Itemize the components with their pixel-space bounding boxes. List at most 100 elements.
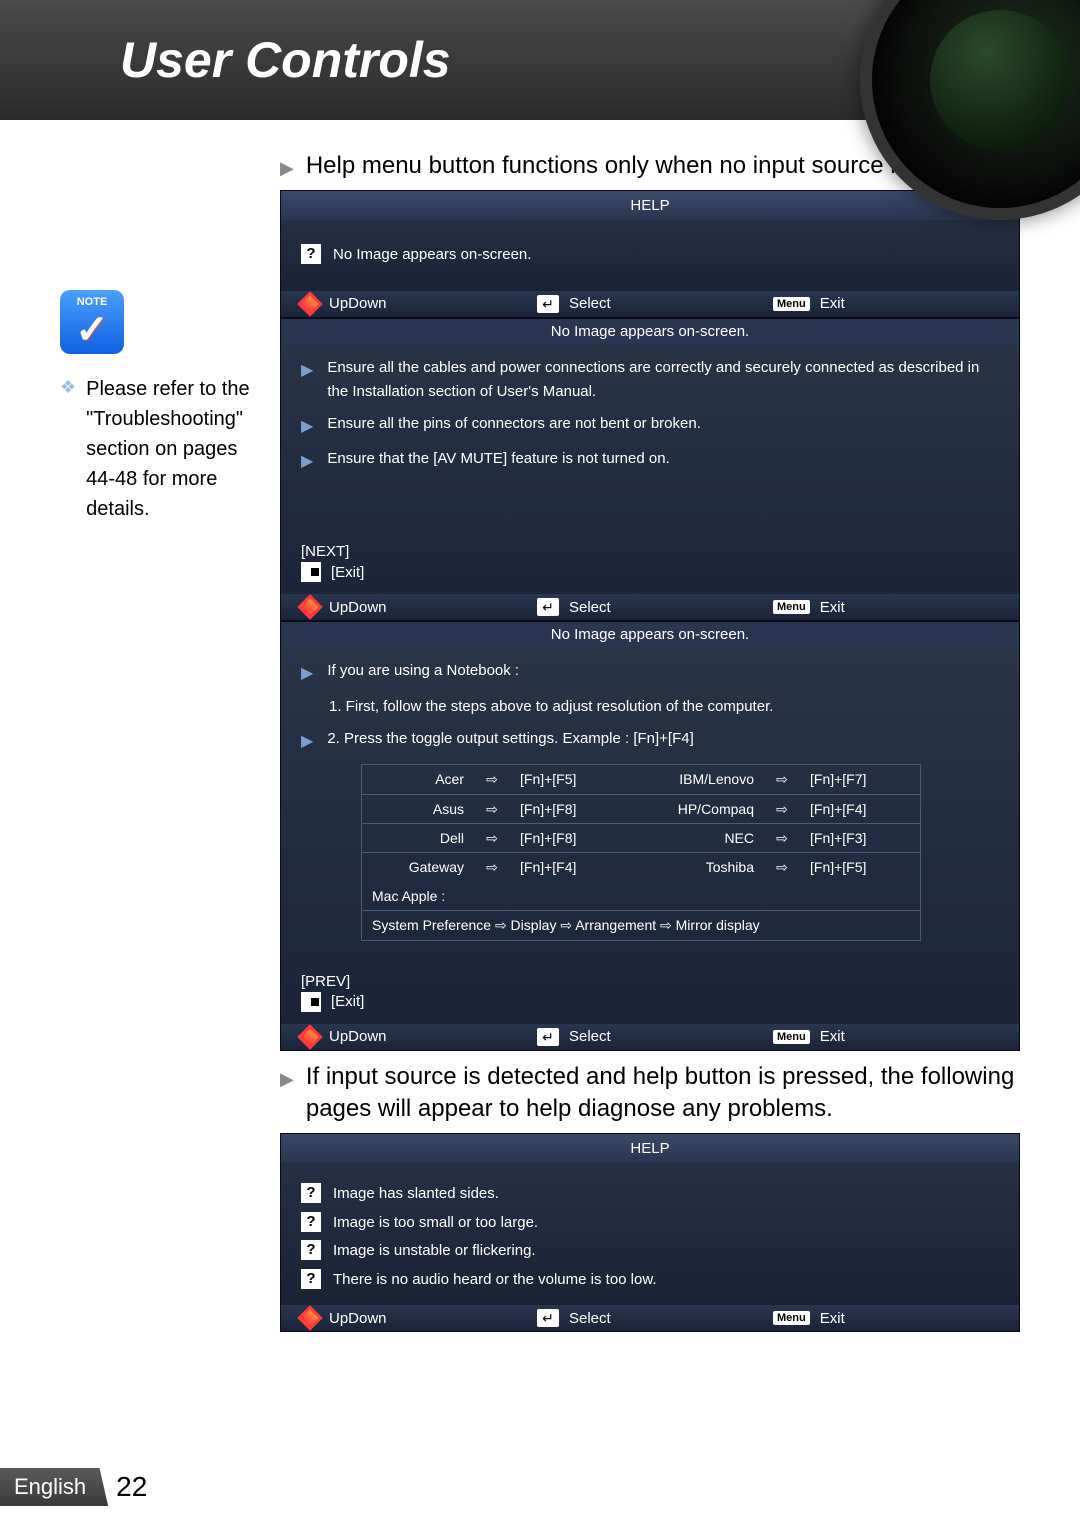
table-row: Asus⇨[Fn]+[F8]HP/Compaq⇨[Fn]+[F4] xyxy=(362,795,920,824)
nav-updown: UpDown xyxy=(329,599,387,616)
triangle-bullet-icon: ▶ xyxy=(280,150,294,182)
enter-icon: ↵ xyxy=(537,295,559,313)
arrow-icon: ▶ xyxy=(301,727,313,755)
question-icon: ? xyxy=(301,1240,321,1260)
arrow-icon: ⇨ xyxy=(472,824,512,852)
help-item: Image is too small or too large. xyxy=(333,1212,538,1235)
nav-exit: Exit xyxy=(820,1028,845,1045)
brand-name: Gateway xyxy=(362,853,472,881)
mac-label: Mac Apple : xyxy=(362,882,920,910)
help-item: Image is unstable or flickering. xyxy=(333,1240,536,1263)
hotkey: [Fn]+[F5] xyxy=(512,765,632,793)
osd-panel-2: No Image appears on-screen. ▶ Ensure all … xyxy=(280,318,1020,621)
osd-nav: UpDown ↵ Select Menu Exit xyxy=(281,291,1019,317)
osd-nav: UpDown ↵Select MenuExit xyxy=(281,1305,1019,1331)
arrow-icon: ⇨ xyxy=(762,795,802,823)
hotkey: [Fn]+[F7] xyxy=(802,765,902,793)
arrow-icon: ⇨ xyxy=(472,765,512,793)
enter-icon: ↵ xyxy=(537,1309,559,1327)
brand-name: Dell xyxy=(362,824,472,852)
nav-updown: UpDown xyxy=(329,295,387,312)
enter-icon: ↵ xyxy=(537,598,559,616)
brand-name: NEC xyxy=(632,824,762,852)
arrow-icon: ▶ xyxy=(301,447,313,475)
page-title: User Controls xyxy=(120,31,451,89)
menu-icon: Menu xyxy=(773,1030,810,1044)
page-number: 22 xyxy=(116,1471,147,1503)
nav-updown: UpDown xyxy=(329,1028,387,1045)
help-line: 2. Press the toggle output settings. Exa… xyxy=(327,727,693,755)
osd-panel-3: No Image appears on-screen. ▶ If you are … xyxy=(280,621,1020,1051)
help-line: Ensure that the [AV MUTE] feature is not… xyxy=(327,447,669,475)
brand-name: HP/Compaq xyxy=(632,795,762,823)
menu-icon: Menu xyxy=(773,1311,810,1325)
nav-exit: Exit xyxy=(820,599,845,616)
help-line: 1. First, follow the steps above to adju… xyxy=(329,695,773,719)
note-text: Please refer to the "Troubleshooting" se… xyxy=(86,374,270,524)
arrow-icon: ⇨ xyxy=(762,853,802,881)
help-line: If you are using a Notebook : xyxy=(327,659,519,687)
help-item: Image has slanted sides. xyxy=(333,1183,499,1206)
language-tab: English xyxy=(0,1468,108,1506)
arrow-icon: ▶ xyxy=(301,356,313,404)
exit-label: [Exit] xyxy=(331,564,364,581)
nav-exit: Exit xyxy=(820,295,845,312)
next-label: [NEXT] xyxy=(301,543,999,560)
hotkey: [Fn]+[F4] xyxy=(802,795,902,823)
help-item: No Image appears on-screen. xyxy=(333,244,531,267)
question-icon: ? xyxy=(301,1269,321,1289)
brand-name: Acer xyxy=(362,765,472,793)
exit-label: [Exit] xyxy=(331,993,364,1010)
help-line: Ensure all the pins of connectors are no… xyxy=(327,412,701,440)
diamond-bullet-icon: ❖ xyxy=(60,374,76,524)
osd-panel-1: HELP ? No Image appears on-screen. UpDow… xyxy=(280,190,1020,318)
osd-subtitle: No Image appears on-screen. xyxy=(281,622,1019,647)
brand-name: Asus xyxy=(362,795,472,823)
help-line: Ensure all the cables and power connecti… xyxy=(327,356,999,404)
hotkey: [Fn]+[F5] xyxy=(802,853,902,881)
nav-select: Select xyxy=(569,295,611,312)
table-row: Dell⇨[Fn]+[F8]NEC⇨[Fn]+[F3] xyxy=(362,824,920,853)
brand-name: IBM/Lenovo xyxy=(632,765,762,793)
brand-name: Toshiba xyxy=(632,853,762,881)
prev-label: [PREV] xyxy=(301,973,999,990)
hotkey: [Fn]+[F8] xyxy=(512,824,632,852)
question-icon: ? xyxy=(301,244,321,264)
hotkey: [Fn]+[F8] xyxy=(512,795,632,823)
note-badge: NOTE ✓ xyxy=(60,290,124,354)
enter-icon: ↵ xyxy=(537,1028,559,1046)
arrow-icon: ⇨ xyxy=(472,795,512,823)
osd-nav: UpDown ↵ Select Menu Exit xyxy=(281,1024,1019,1050)
arrow-icon: ▶ xyxy=(301,659,313,687)
brand-hotkey-table: Acer⇨[Fn]+[F5]IBM/Lenovo⇨[Fn]+[F7]Asus⇨[… xyxy=(361,764,921,940)
osd-subtitle: No Image appears on-screen. xyxy=(281,319,1019,344)
hotkey: [Fn]+[F3] xyxy=(802,824,902,852)
mac-line: System Preference ⇨ Display ⇨ Arrangemen… xyxy=(362,911,920,939)
updown-icon xyxy=(297,291,322,316)
table-row: Acer⇨[Fn]+[F5]IBM/Lenovo⇨[Fn]+[F7] xyxy=(362,765,920,794)
check-icon: ✓ xyxy=(75,310,109,350)
nav-select: Select xyxy=(569,1028,611,1045)
nav-exit: Exit xyxy=(820,1310,845,1327)
updown-icon xyxy=(297,1024,322,1049)
question-icon: ? xyxy=(301,1212,321,1232)
nav-select: Select xyxy=(569,1310,611,1327)
osd-nav: UpDown ↵Select MenuExit xyxy=(281,594,1019,620)
osd-title: HELP xyxy=(281,1134,1019,1163)
arrow-icon: ▶ xyxy=(301,412,313,440)
question-icon: ? xyxy=(301,1183,321,1203)
table-row: Gateway⇨[Fn]+[F4]Toshiba⇨[Fn]+[F5] xyxy=(362,853,920,881)
menu-icon: Menu xyxy=(773,600,810,614)
triangle-bullet-icon: ▶ xyxy=(280,1061,294,1126)
arrow-icon: ⇨ xyxy=(762,765,802,793)
arrow-icon: ⇨ xyxy=(472,853,512,881)
osd-panel-4: HELP ? Image has slanted sides. ? Image is… xyxy=(280,1133,1020,1332)
intro-text-2: If input source is detected and help but… xyxy=(306,1061,1020,1126)
menu-icon: Menu xyxy=(773,297,810,311)
help-item: There is no audio heard or the volume is… xyxy=(333,1269,657,1292)
updown-icon xyxy=(297,594,322,619)
arrow-icon: ⇨ xyxy=(762,824,802,852)
hotkey: [Fn]+[F4] xyxy=(512,853,632,881)
sidebar: NOTE ✓ ❖ Please refer to the "Troublesho… xyxy=(60,150,270,1332)
main-content: ▶ Help menu button functions only when n… xyxy=(270,150,1020,1332)
